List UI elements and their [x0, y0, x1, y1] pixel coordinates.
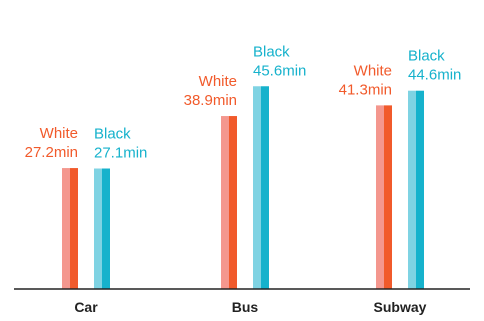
value-label-white-subway: 41.3min	[339, 81, 392, 98]
bar-black-bus-light	[253, 86, 261, 289]
bar-white-car-dark	[70, 168, 78, 289]
series-label-white-car: White	[40, 125, 78, 142]
series-label-white-subway: White	[354, 62, 392, 79]
bar-black-subway	[408, 90, 424, 289]
series-label-black-subway: Black	[408, 48, 445, 65]
bar-black-car-light	[94, 168, 102, 289]
bar-black-car-dark	[102, 168, 110, 289]
bar-white-subway-light	[376, 105, 384, 290]
bar-black-subway-light	[408, 90, 416, 289]
series-label-black-car: Black	[94, 126, 131, 143]
series-label-black-bus: Black	[253, 43, 290, 60]
value-label-white-bus: 38.9min	[184, 92, 237, 109]
bar-white-subway-dark	[384, 105, 392, 290]
category-label-car: Car	[74, 299, 98, 315]
bar-white-subway	[376, 105, 392, 290]
bar-black-bus-dark	[261, 86, 269, 289]
value-label-black-bus: 45.6min	[253, 62, 306, 79]
bar-white-bus	[221, 116, 237, 289]
value-label-black-car: 27.1min	[94, 145, 147, 162]
value-label-black-subway: 44.6min	[408, 67, 461, 84]
bar-black-bus	[253, 86, 269, 289]
bar-black-subway-dark	[416, 90, 424, 289]
bar-white-car-light	[62, 168, 70, 289]
series-label-white-bus: White	[199, 73, 237, 90]
bar-black-car	[94, 168, 110, 289]
bar-white-bus-light	[221, 116, 229, 289]
bar-white-bus-dark	[229, 116, 237, 289]
value-label-white-car: 27.2min	[25, 144, 78, 161]
bar-white-car	[62, 168, 78, 289]
category-label-bus: Bus	[232, 299, 259, 315]
category-label-subway: Subway	[374, 299, 427, 315]
